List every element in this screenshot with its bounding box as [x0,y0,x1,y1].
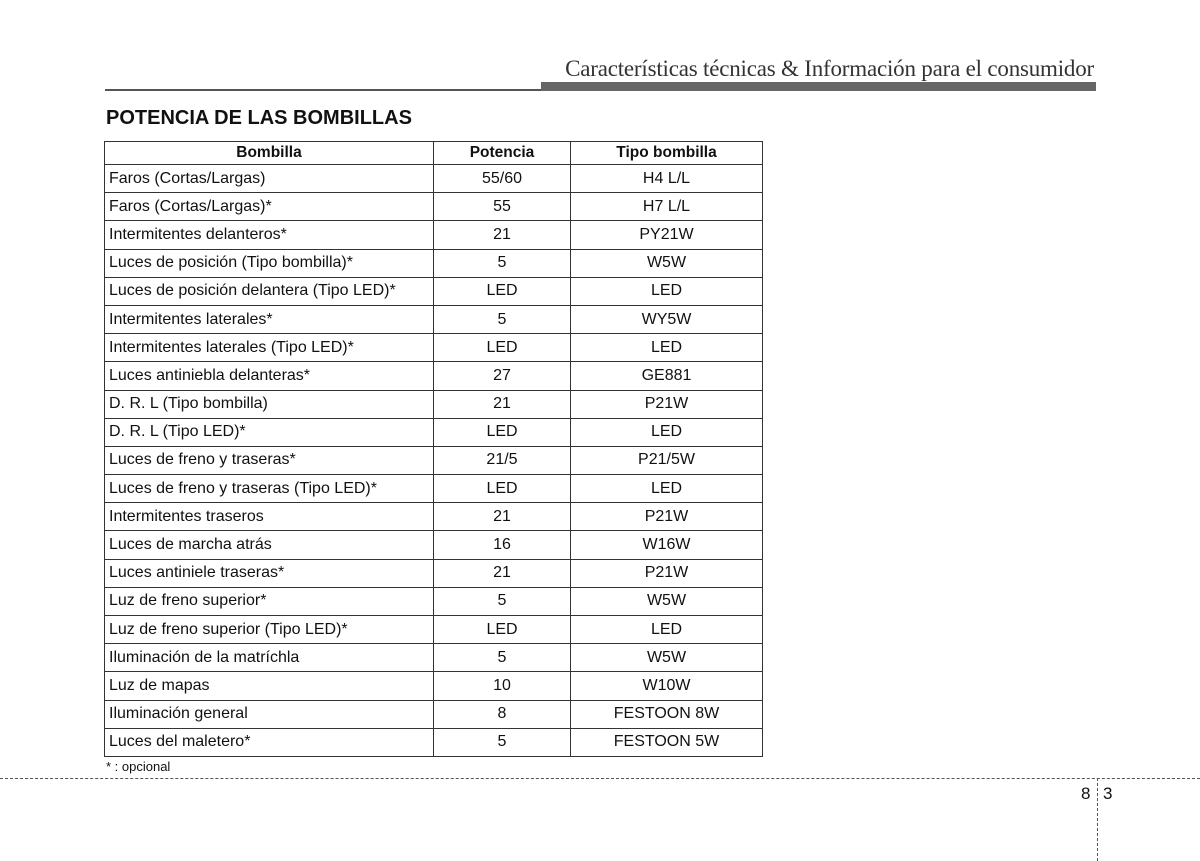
page-number: 3 [1103,784,1113,803]
bulb-name-cell: Luces de posición delantera (Tipo LED)* [104,276,434,306]
footnote: * : opcional [106,759,171,774]
table-row: Luces de posición (Tipo bombilla)* 5 W5W [104,248,763,278]
chapter-number: 8 [1081,784,1091,803]
wattage-cell: 21/5 [433,445,571,476]
table-row: Luces del maletero* 5 FESTOON 5W [104,727,763,757]
bulb-wattage-table: Bombilla Potencia Tipo bombilla Faros (Cor… [104,141,763,757]
bulb-type-cell: LED [570,417,763,447]
wattage-cell: 5 [433,643,571,673]
bulb-name-cell: Luz de freno superior* [104,586,434,617]
table-row: Iluminación general 8 FESTOON 8W [104,699,763,729]
wattage-cell: 5 [433,586,571,617]
wattage-cell: 55 [433,192,571,222]
table-row: Luces de marcha atrás 16 W16W [104,530,763,560]
bulb-name-cell: Iluminación de la matríchla [104,643,434,673]
wattage-cell: 21 [433,502,571,532]
bulb-type-cell: LED [570,614,763,645]
bulb-type-cell: W16W [570,530,763,560]
bulb-name-cell: Intermitentes laterales (Tipo LED)* [104,333,434,363]
table-row: Intermitentes delanteros* 21 PY21W [104,220,763,250]
bulb-name-cell: D. R. L (Tipo bombilla) [104,389,434,419]
table-row: Luz de freno superior (Tipo LED)* LED LED [104,614,763,645]
bulb-name-cell: Luces de posición (Tipo bombilla)* [104,248,434,278]
bulb-name-cell: D. R. L (Tipo LED)* [104,417,434,447]
column-header: Potencia [433,141,571,165]
table-row: Intermitentes laterales* 5 WY5W [104,304,763,335]
wattage-cell: 5 [433,304,571,335]
bulb-name-cell: Luces antiniele traseras* [104,558,434,588]
bulb-name-cell: Luz de freno superior (Tipo LED)* [104,614,434,645]
bulb-type-cell: P21/5W [570,445,763,476]
bulb-type-cell: LED [570,333,763,363]
bulb-name-cell: Intermitentes traseros [104,502,434,532]
bulb-name-cell: Faros (Cortas/Largas) [104,163,434,194]
table-row: Luz de freno superior* 5 W5W [104,586,763,617]
section-header-title: Características técnicas & Información p… [565,56,1094,81]
table-row: Faros (Cortas/Largas)* 55 H7 L/L [104,192,763,222]
bulb-type-cell: W5W [570,586,763,617]
bulb-name-cell: Luces de freno y traseras (Tipo LED)* [104,474,434,504]
wattage-cell: 5 [433,727,571,757]
bulb-type-cell: H4 L/L [570,163,763,194]
wattage-cell: 5 [433,248,571,278]
wattage-cell: LED [433,333,571,363]
bulb-type-cell: H7 L/L [570,192,763,222]
page-divider [0,778,1200,779]
bulb-name-cell: Luces del maletero* [104,727,434,757]
bulb-type-cell: W5W [570,643,763,673]
wattage-cell: 8 [433,699,571,729]
wattage-cell: LED [433,614,571,645]
bulb-type-cell: LED [570,474,763,504]
table-row: D. R. L (Tipo bombilla) 21 P21W [104,389,763,419]
wattage-cell: 21 [433,220,571,250]
bulb-name-cell: Faros (Cortas/Largas)* [104,192,434,222]
bulb-name-cell: Luces antiniebla delanteras* [104,361,434,391]
bulb-name-cell: Iluminación general [104,699,434,729]
table-row: Luces antiniele traseras* 21 P21W [104,558,763,588]
bulb-type-cell: FESTOON 5W [570,727,763,757]
bulb-name-cell: Intermitentes laterales* [104,304,434,335]
table-row: Luces antiniebla delanteras* 27 GE881 [104,361,763,391]
bulb-type-cell: LED [570,276,763,306]
bulb-name-cell: Intermitentes delanteros* [104,220,434,250]
header-rule [105,89,541,91]
bulb-name-cell: Luz de mapas [104,671,434,701]
wattage-cell: LED [433,276,571,306]
bulb-type-cell: WY5W [570,304,763,335]
wattage-cell: LED [433,474,571,504]
table-row: D. R. L (Tipo LED)* LED LED [104,417,763,447]
wattage-cell: 55/60 [433,163,571,194]
table-row: Faros (Cortas/Largas) 55/60 H4 L/L [104,163,763,194]
bulb-type-cell: P21W [570,389,763,419]
table-row: Intermitentes traseros 21 P21W [104,502,763,532]
table-row: Intermitentes laterales (Tipo LED)* LED LE… [104,333,763,363]
bulb-type-cell: W5W [570,248,763,278]
wattage-cell: 16 [433,530,571,560]
wattage-cell: LED [433,417,571,447]
column-header: Bombilla [104,141,434,165]
wattage-cell: 10 [433,671,571,701]
table-row: Luces de posición delantera (Tipo LED)* L… [104,276,763,306]
bulb-type-cell: P21W [570,558,763,588]
bulb-type-cell: P21W [570,502,763,532]
table-row: Luz de mapas 10 W10W [104,671,763,701]
wattage-cell: 21 [433,558,571,588]
page-title: POTENCIA DE LAS BOMBILLAS [106,107,412,129]
bulb-type-cell: FESTOON 8W [570,699,763,729]
table-row: Luces de freno y traseras* 21/5 P21/5W [104,445,763,476]
wattage-cell: 27 [433,361,571,391]
wattage-cell: 21 [433,389,571,419]
table-row: Iluminación de la matríchla 5 W5W [104,643,763,673]
column-header: Tipo bombilla [570,141,763,165]
bulb-type-cell: PY21W [570,220,763,250]
page-number-divider [1097,778,1098,861]
bulb-name-cell: Luces de freno y traseras* [104,445,434,476]
table-row: Luces de freno y traseras (Tipo LED)* LED… [104,474,763,504]
bulb-type-cell: GE881 [570,361,763,391]
header-bar [541,82,1096,91]
bulb-name-cell: Luces de marcha atrás [104,530,434,560]
bulb-type-cell: W10W [570,671,763,701]
